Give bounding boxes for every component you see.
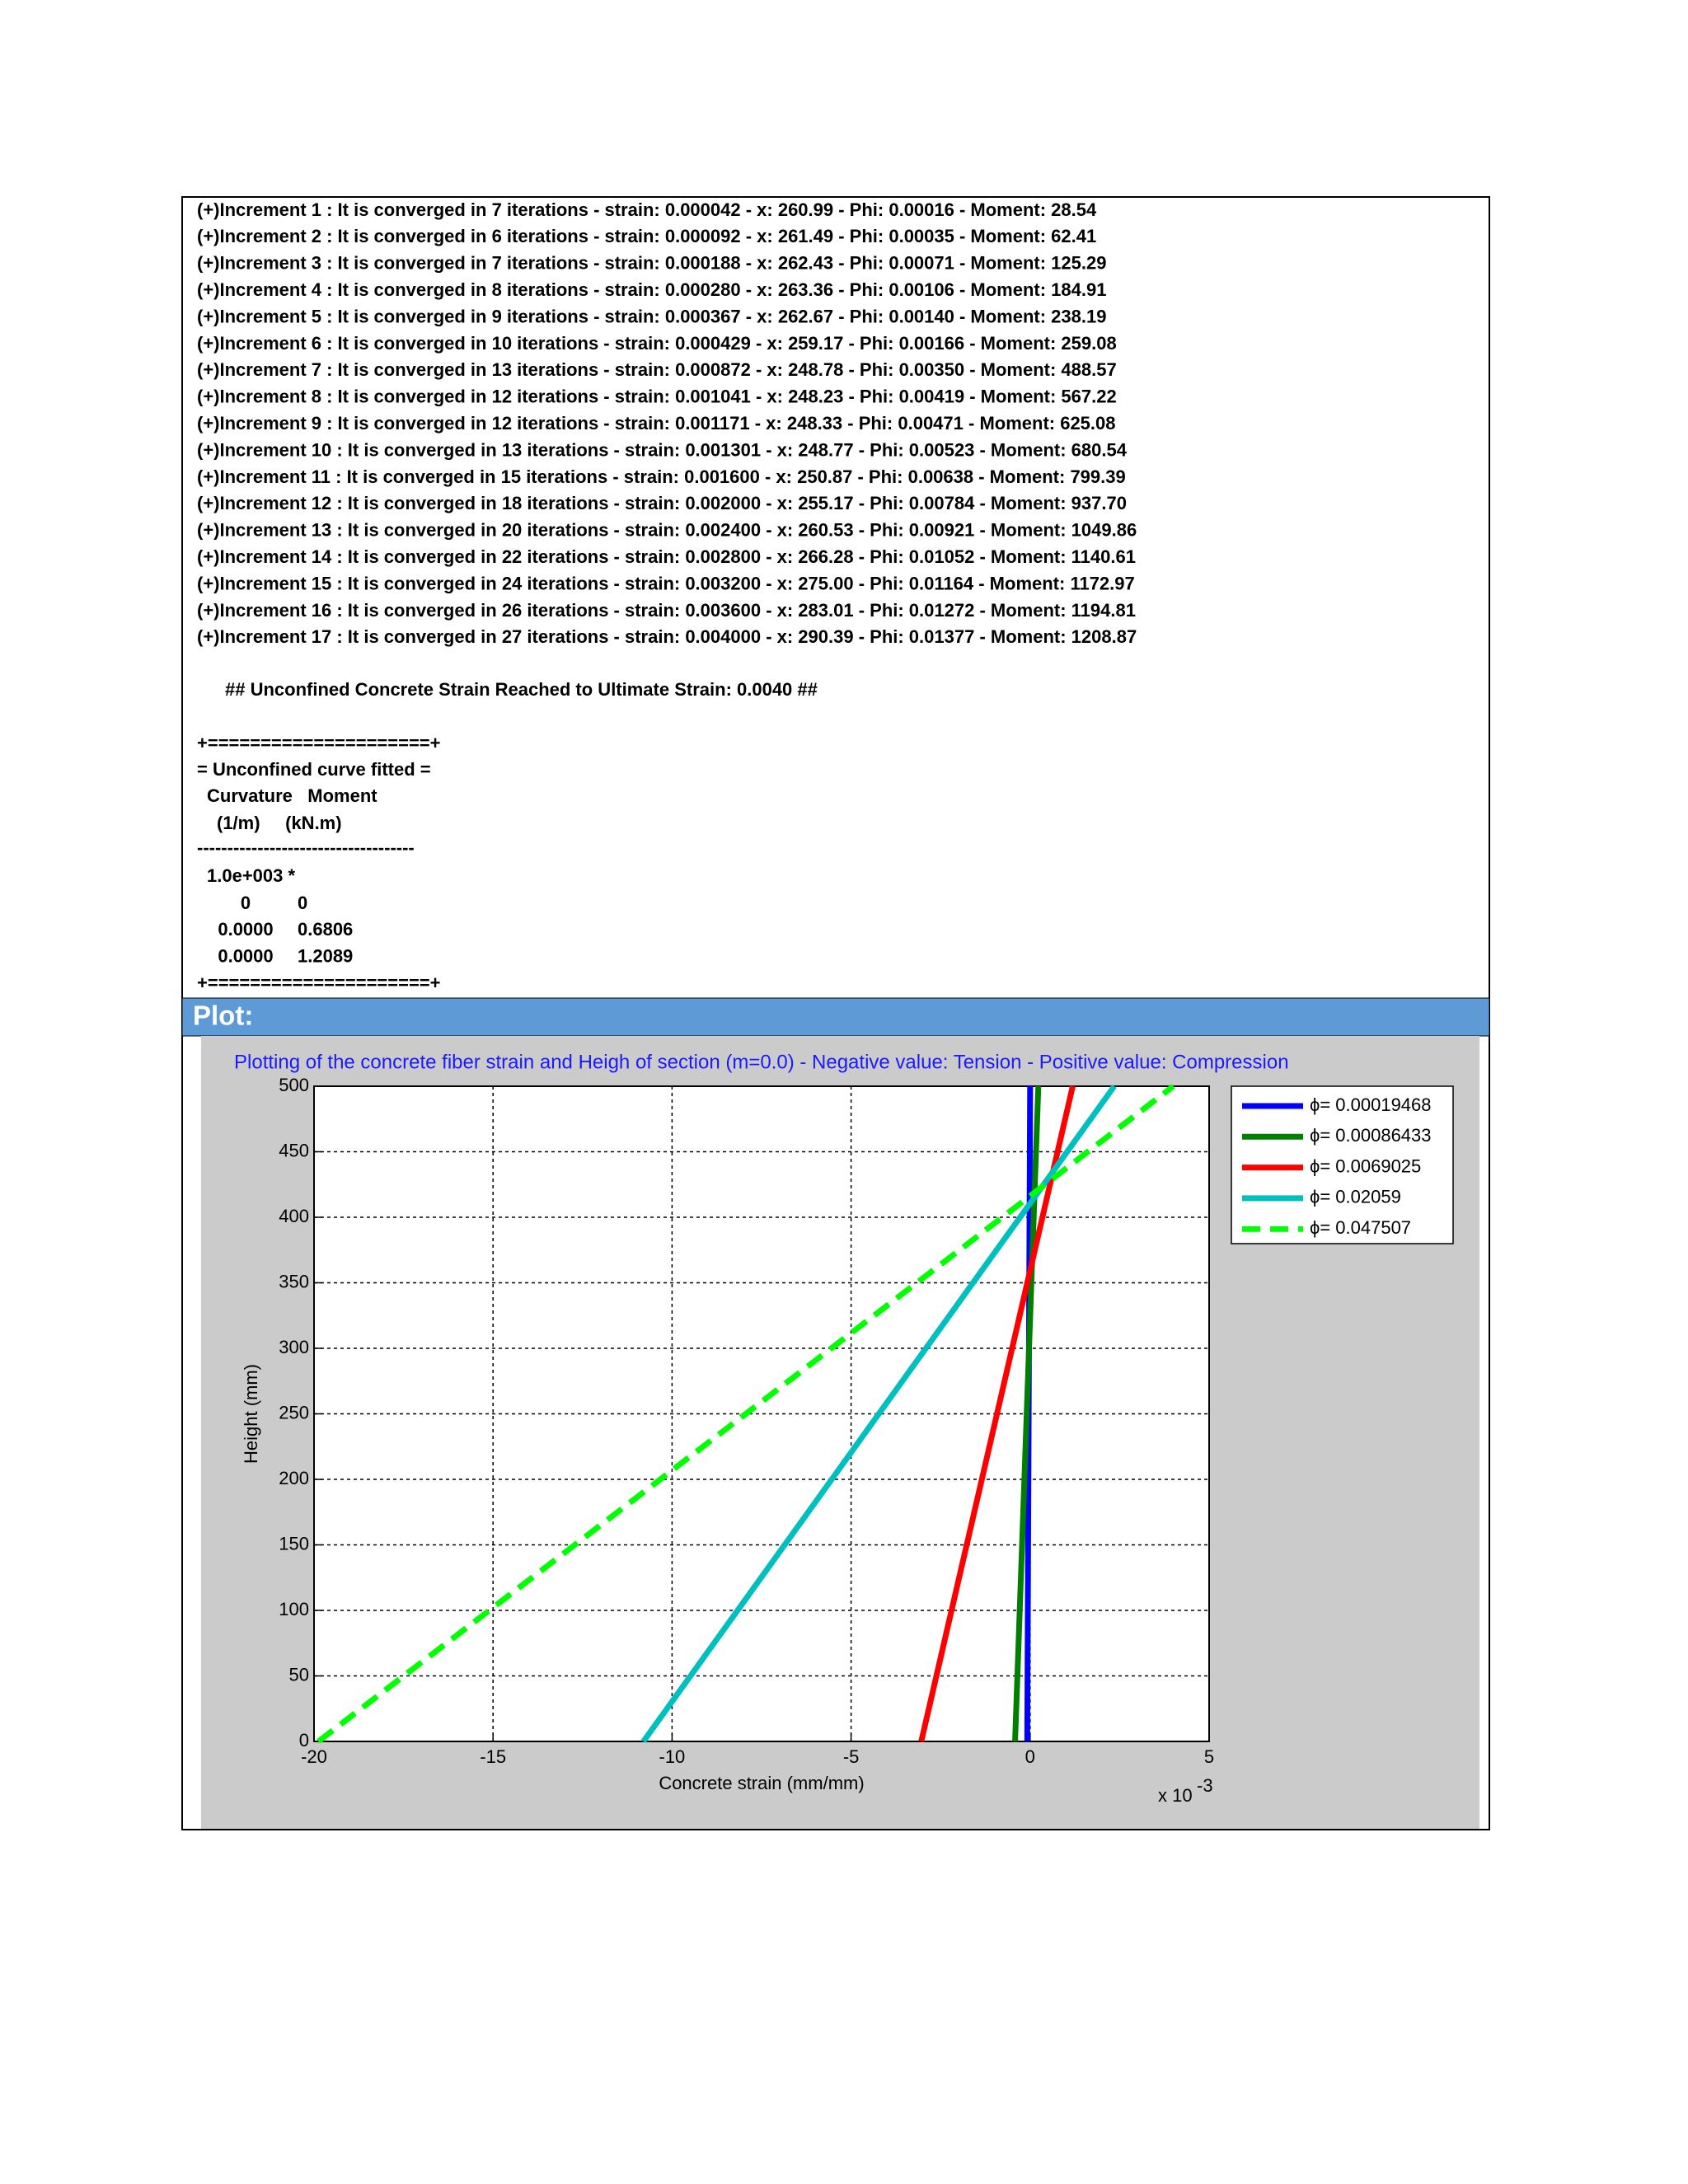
- legend-label: ϕ= 0.02059: [1310, 1187, 1401, 1207]
- x-tick-label: 0: [1025, 1746, 1035, 1767]
- plot-border: [313, 1085, 1210, 1742]
- y-tick-label: 50: [289, 1664, 309, 1685]
- table-cell: 1.2089: [298, 945, 353, 966]
- y-tick-label: 350: [279, 1271, 309, 1291]
- plot-header: Plot:: [193, 1001, 253, 1031]
- log-line: (+)Increment 1 : It is converged in 7 it…: [197, 199, 1097, 220]
- series-line: [316, 1084, 1175, 1744]
- x-tick-label: -5: [843, 1746, 860, 1767]
- log-line: (+)Increment 11 : It is converged in 15 …: [197, 466, 1126, 487]
- chart-title: Plotting of the concrete fiber strain an…: [234, 1051, 1289, 1073]
- log-line: (+)Increment 15 : It is converged in 24 …: [197, 573, 1135, 593]
- y-tick-label: 500: [279, 1075, 309, 1095]
- log-line: (+)Increment 10 : It is converged in 13 …: [197, 439, 1128, 460]
- table-border: +=====================+: [197, 733, 441, 753]
- x-axis-label: Concrete strain (mm/mm): [659, 1773, 864, 1793]
- x-tick-label: -15: [480, 1746, 506, 1767]
- log-line: (+)Increment 2 : It is converged in 6 it…: [197, 226, 1096, 246]
- y-tick-label: 100: [279, 1599, 309, 1619]
- table-cell: 0: [298, 893, 307, 913]
- y-tick-label: 150: [279, 1533, 309, 1554]
- log-line: (+)Increment 13 : It is converged in 20 …: [197, 520, 1137, 541]
- legend-label: ϕ= 0.0069025: [1310, 1155, 1421, 1176]
- plot-header-bar: [181, 997, 1490, 1037]
- table-scale: 1.0e+003 *: [207, 865, 295, 886]
- table-cell: 0.0000: [218, 945, 273, 966]
- axis-multiplier: x 10: [1158, 1785, 1193, 1806]
- table-cell: 0.0000: [218, 919, 273, 940]
- log-line: (+)Increment 4 : It is converged in 8 it…: [197, 279, 1106, 300]
- log-line: (+)Increment 6 : It is converged in 10 i…: [197, 333, 1117, 354]
- log-line: (+)Increment 17 : It is converged in 27 …: [197, 626, 1137, 647]
- note: ## Unconfined Concrete Strain Reached to…: [225, 679, 818, 700]
- series-line: [640, 1084, 1117, 1744]
- y-tick-label: 300: [279, 1337, 309, 1357]
- log-line: (+)Increment 5 : It is converged in 9 it…: [197, 306, 1106, 326]
- legend-label: ϕ= 0.00019468: [1310, 1094, 1432, 1115]
- log-line: (+)Increment 12 : It is converged in 18 …: [197, 493, 1127, 513]
- legend-label: ϕ= 0.00086433: [1310, 1125, 1432, 1146]
- log-line: (+)Increment 9 : It is converged in 12 i…: [197, 413, 1116, 434]
- series-line: [918, 1085, 1076, 1742]
- axis-multiplier-exponent: -3: [1197, 1775, 1213, 1796]
- y-tick-label: 250: [279, 1402, 309, 1422]
- table-border: +=====================+: [197, 972, 441, 993]
- y-tick-label: 450: [279, 1140, 309, 1160]
- table-cell: 0: [241, 893, 251, 913]
- x-tick-label: -10: [659, 1746, 686, 1767]
- log-line: (+)Increment 7 : It is converged in 13 i…: [197, 359, 1117, 380]
- legend-label: ϕ= 0.047507: [1310, 1217, 1411, 1238]
- log-line: (+)Increment 8 : It is converged in 12 i…: [197, 387, 1117, 407]
- log-line: (+)Increment 14 : It is converged in 22 …: [197, 546, 1136, 567]
- y-axis-label: Height (mm): [241, 1364, 261, 1464]
- y-tick-label: 400: [279, 1206, 309, 1226]
- table-header: Curvature Moment: [207, 785, 377, 806]
- x-tick-label: 5: [1204, 1746, 1214, 1767]
- y-tick-label: 200: [279, 1468, 309, 1488]
- log-line: (+)Increment 16 : It is converged in 26 …: [197, 600, 1136, 621]
- y-tick-label: 0: [299, 1730, 309, 1750]
- table-rule: ------------------------------------: [197, 837, 415, 858]
- table-cell: 0.6806: [298, 919, 353, 940]
- x-tick-label: -20: [301, 1746, 327, 1767]
- table-title: = Unconfined curve fitted =: [197, 759, 431, 780]
- table-units: (1/m) (kN.m): [217, 813, 342, 833]
- log-line: (+)Increment 3 : It is converged in 7 it…: [197, 253, 1106, 274]
